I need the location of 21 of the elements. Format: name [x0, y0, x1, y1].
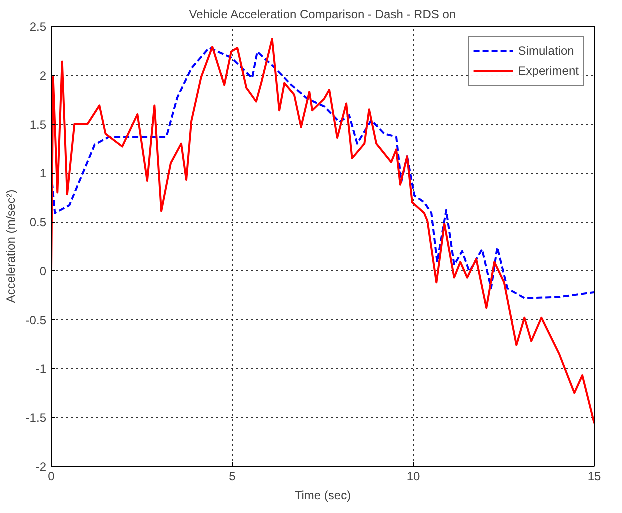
y-tick-label: -0.5 [26, 313, 47, 328]
y-tick-label: 0 [40, 264, 47, 278]
y-tick-label: 1 [40, 166, 47, 181]
legend-label: Experiment [518, 64, 579, 78]
chart-title: Vehicle Acceleration Comparison - Dash - RDS on [189, 8, 456, 22]
y-tick-label: 2.5 [30, 20, 47, 34]
y-tick-label: -1 [36, 362, 47, 376]
line-series [52, 47, 594, 300]
y-tick-label: 0.5 [30, 216, 47, 230]
x-tick-label: 15 [588, 470, 602, 484]
y-tick-label: -1.5 [26, 411, 47, 426]
x-tick-label: 10 [406, 470, 420, 484]
y-axis-title: Acceleration (m/sec²) [4, 190, 18, 304]
x-tick-label: 0 [48, 470, 56, 484]
x-axis-title: Time (sec) [294, 488, 352, 502]
line-series [52, 38, 594, 424]
x-tick-label: 5 [229, 470, 236, 484]
legend-label: Simulation [518, 44, 574, 58]
y-tick-label: 1.5 [30, 118, 47, 132]
y-tick-label: -2 [36, 460, 47, 474]
y-tick-label: 2 [40, 68, 47, 83]
